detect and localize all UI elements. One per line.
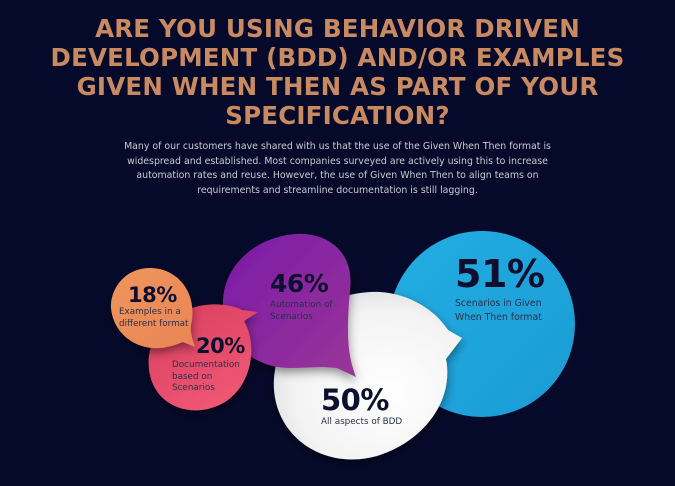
intro-line: widespread and established. Most compani… xyxy=(127,155,548,167)
stat-label: Automation of xyxy=(270,300,333,310)
stat-label: Documentation xyxy=(172,360,240,370)
intro-line: requirements and streamline documentatio… xyxy=(197,184,478,196)
stat-all-aspects: 50% All aspects of BDD xyxy=(321,384,431,429)
title-line: ARE YOU USING BEHAVIOR DRIVEN xyxy=(95,14,580,43)
bubble-automation xyxy=(222,233,356,377)
stat-label: different format xyxy=(119,318,189,329)
stat-value: 51% xyxy=(455,252,545,296)
stat-automation: 46% Automation of Scenarios xyxy=(270,270,350,323)
stat-examples: 18% Examples in a different format xyxy=(119,283,208,330)
title-line: SPECIFICATION? xyxy=(225,101,450,130)
title-line: DEVELOPMENT (BDD) AND/OR EXAMPLES xyxy=(50,43,625,72)
stat-label: Scenarios xyxy=(270,311,313,322)
title-line: GIVEN WHEN THEN AS PART OF YOUR xyxy=(76,72,599,101)
stat-label: Scenarios in Given xyxy=(455,298,542,309)
intro-line: automation rates and reuse. However, the… xyxy=(136,170,539,182)
stat-label: based on xyxy=(172,371,213,382)
stat-gwt-format: 51% Scenarios in Given When Then format xyxy=(455,254,575,325)
stat-label: Scenarios xyxy=(172,383,215,393)
intro-line: Many of our customers have shared with u… xyxy=(124,141,551,152)
stat-value: 18% xyxy=(128,283,177,307)
stat-value: 46% xyxy=(270,269,329,298)
stat-label: When Then format xyxy=(455,312,542,323)
stat-value: 20% xyxy=(196,334,245,358)
stat-label: Examples in a xyxy=(119,307,181,317)
stat-documentation: 20% Documentation based on Scenarios xyxy=(172,334,252,395)
stat-label: All aspects of BDD xyxy=(321,417,403,427)
intro-paragraph: Many of our customers have shared with u… xyxy=(120,140,555,198)
page-title: ARE YOU USING BEHAVIOR DRIVEN DEVELOPMEN… xyxy=(0,14,675,130)
bubble-examples xyxy=(110,268,195,349)
stat-value: 50% xyxy=(321,383,389,417)
